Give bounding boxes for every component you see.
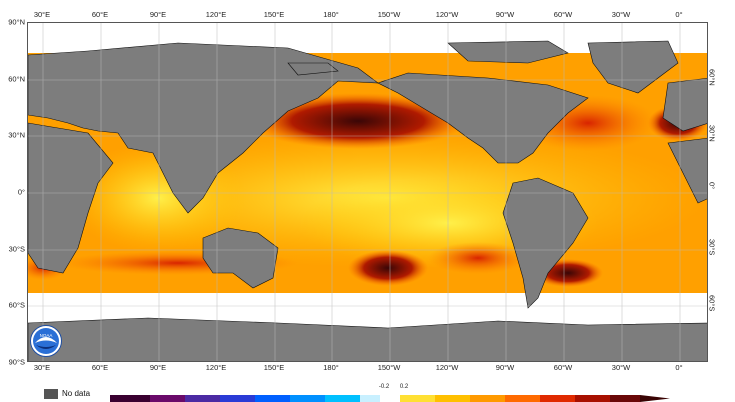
colorbar-label-pos: 0.2 [399,384,409,390]
lon-tick-bottom-8: 90°W [495,363,515,372]
africa-east-edge [667,137,707,204]
lon-tick-top-9: 60°W [553,10,573,19]
noaa-logo: NOAA [30,325,62,357]
lon-tick-bottom-0: 30°E [33,363,51,372]
lon-tick-bottom-7: 120°W [435,363,459,372]
lat-tick-left-5: 60°S [8,300,25,310]
lon-tick-bottom-4: 150°E [263,363,285,372]
lat-tick-left-4: 30°S [8,244,25,254]
lat-tick-right-3: 30°S [707,239,717,256]
greenland-north [447,40,569,64]
europe-west [662,77,707,132]
lon-tick-bottom-9: 60°W [553,363,573,372]
lon-tick-bottom-1: 60°E [91,363,109,372]
lon-tick-top-4: 150°E [263,10,285,19]
lon-tick-top-11: 0° [675,10,683,19]
lat-tick-right-1: 30°N [707,125,717,142]
lon-tick-bottom-6: 150°W [377,363,401,372]
lon-tick-top-5: 180° [323,10,339,19]
lat-tick-left-1: 60°N [8,74,25,84]
lat-tick-right-4: 60°S [707,295,717,312]
africa [28,122,114,274]
no-data-swatch [44,389,58,399]
colorbar-label-neg: -0.2 [378,384,390,390]
no-data-label: No data [62,389,91,398]
eurasia [28,42,379,214]
lat-tick-left-3: 0° [17,187,25,197]
ssta-map [28,23,707,361]
lon-tick-top-3: 120°E [205,10,227,19]
map-frame [27,22,708,362]
lon-tick-top-8: 90°W [495,10,515,19]
legend: No data -0.2 0.2 [0,362,735,402]
lon-tick-top-7: 120°W [435,10,459,19]
australia [202,227,279,289]
lat-tick-left-6: 90°S [8,357,25,367]
graticule [28,23,707,361]
lon-tick-top-10: 30°W [611,10,631,19]
land-masses [28,40,707,361]
lon-tick-top-2: 90°E [149,10,167,19]
lon-tick-top-0: 30°E [33,10,51,19]
lat-tick-right-2: 0° [707,182,717,190]
svg-text:NOAA: NOAA [40,333,53,338]
lon-tick-top-1: 60°E [91,10,109,19]
south-america [502,177,589,309]
lon-tick-bottom-10: 30°W [611,363,631,372]
lon-tick-top-6: 150°W [377,10,401,19]
lat-tick-left-0: 90°N [8,17,25,27]
lon-tick-bottom-5: 180° [323,363,339,372]
north-pacific-hotspot [248,93,468,149]
lon-tick-bottom-11: 0° [675,363,683,372]
north-america [377,72,589,164]
antarctica [28,317,707,361]
lon-tick-bottom-2: 90°E [149,363,167,372]
colorbar [110,395,670,402]
lat-tick-right-0: 60°N [707,69,717,86]
lat-tick-left-2: 30°N [8,130,25,140]
lon-tick-bottom-3: 120°E [205,363,227,372]
